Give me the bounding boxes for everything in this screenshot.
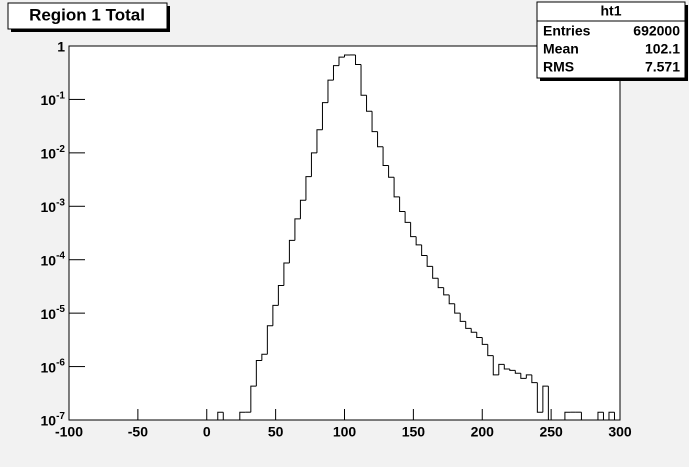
histogram-bin — [266, 325, 273, 355]
histogram-bin — [421, 244, 428, 256]
histogram-bin — [382, 146, 389, 166]
histogram-bin — [299, 199, 306, 219]
histogram-bin — [520, 373, 527, 379]
histogram-bin — [377, 131, 384, 148]
histogram-bin — [602, 412, 609, 421]
histogram-bin — [514, 370, 521, 374]
histogram-bin — [316, 129, 323, 153]
histogram-bin — [459, 313, 466, 322]
histogram-bin — [531, 374, 538, 384]
histogram-bin — [310, 152, 317, 177]
stats-label: Entries — [543, 23, 591, 39]
histogram-bin — [332, 65, 339, 81]
histogram-bin — [564, 411, 571, 420]
histogram-bin — [277, 284, 284, 306]
histogram-bin — [580, 412, 587, 421]
histogram-bin — [498, 363, 505, 375]
histogram-bin — [476, 332, 483, 339]
histogram-bin — [597, 411, 604, 420]
histogram-bin — [338, 56, 345, 66]
x-tick-label: 100 — [333, 424, 357, 440]
x-tick-label: -50 — [128, 424, 148, 440]
histogram-bin — [454, 303, 461, 314]
chart-title: Region 1 Total — [29, 5, 145, 24]
histogram-bin — [487, 344, 494, 357]
histogram-bin — [465, 321, 472, 329]
y-tick-label: 10-5 — [41, 304, 66, 322]
x-tick-label: 200 — [471, 424, 495, 440]
histogram-bin — [327, 79, 334, 103]
histogram-bin — [283, 262, 290, 286]
histogram-bin — [536, 382, 543, 413]
y-tick-label: 10-4 — [41, 250, 66, 268]
histogram-bin — [399, 196, 406, 212]
histogram-bin — [443, 287, 450, 296]
histogram-bin — [388, 165, 395, 178]
stats-box — [536, 1, 686, 79]
stats-label: RMS — [543, 59, 574, 75]
histogram-bin — [393, 177, 400, 198]
histogram-bin — [608, 411, 615, 420]
stats-label: Mean — [543, 41, 579, 57]
x-tick-label: 50 — [268, 424, 284, 440]
histogram-bin — [542, 385, 549, 413]
stats-value: 102.1 — [645, 41, 680, 57]
histogram-bin — [481, 337, 488, 345]
histogram-bin — [366, 95, 373, 112]
histogram-bin — [371, 111, 378, 133]
x-tick-label: 0 — [203, 424, 211, 440]
x-tick-label: 300 — [608, 424, 632, 440]
title-box — [7, 2, 168, 30]
plot-frame — [68, 45, 621, 421]
histogram-bin — [525, 374, 532, 379]
stats-value: 692000 — [633, 23, 680, 39]
histogram-bin — [410, 222, 417, 238]
histogram-bin — [250, 385, 257, 413]
histogram-bin — [415, 236, 422, 246]
stats-value: 7.571 — [645, 59, 680, 75]
y-tick-label: 10-1 — [41, 90, 66, 108]
histogram-bin — [255, 359, 262, 387]
y-tick-label: 10-6 — [41, 357, 66, 375]
histogram-bin — [432, 266, 439, 279]
stats-title: ht1 — [601, 3, 622, 19]
y-tick-label: 10-2 — [41, 143, 66, 161]
histogram-bin — [261, 353, 268, 361]
histogram-bin — [294, 218, 301, 241]
histogram-bin — [547, 386, 554, 421]
histogram-bin — [503, 364, 510, 370]
histogram-bin — [509, 369, 516, 371]
histogram-bin — [470, 328, 477, 333]
y-tick-label: 10-3 — [41, 197, 66, 215]
histogram-bin — [321, 102, 328, 130]
histogram-bin — [613, 412, 620, 421]
x-tick-label: 250 — [539, 424, 563, 440]
histogram-bin — [448, 294, 455, 305]
histogram-bin — [239, 411, 246, 420]
histogram-bin — [360, 64, 367, 96]
histogram-bin — [344, 54, 351, 58]
x-tick-label: -100 — [55, 424, 83, 440]
histogram-bin — [492, 355, 499, 376]
histogram-bin — [355, 54, 362, 66]
y-tick-label: 1 — [57, 39, 65, 55]
histogram-bin — [426, 255, 433, 267]
histogram-bin — [437, 278, 444, 289]
histogram-bin — [404, 211, 411, 223]
histogram-bin — [305, 176, 312, 201]
histogram-bin — [288, 239, 295, 263]
histogram-bin — [217, 411, 224, 420]
x-tick-label: 150 — [402, 424, 426, 440]
histogram-bin — [272, 304, 279, 326]
histogram-bin — [222, 412, 229, 421]
